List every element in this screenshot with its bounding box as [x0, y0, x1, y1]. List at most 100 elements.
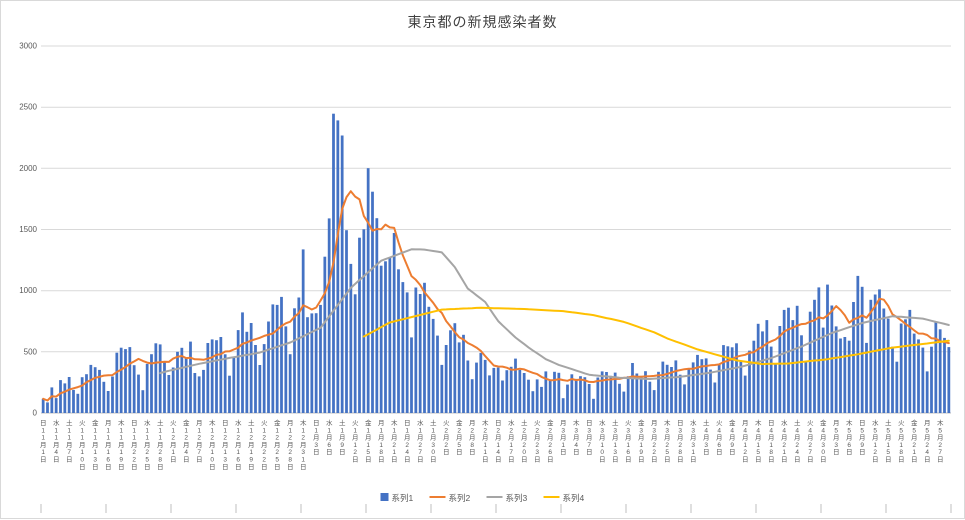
- bar: [787, 307, 790, 413]
- bar: [98, 369, 101, 413]
- bar: [163, 361, 166, 413]
- bar-series-系列1[interactable]: [41, 113, 951, 414]
- bar: [475, 362, 478, 413]
- bar: [340, 135, 344, 413]
- bar: [657, 371, 660, 413]
- bar: [557, 372, 561, 413]
- y-tick-label: 500: [24, 347, 38, 356]
- bar: [496, 367, 500, 413]
- bar: [891, 346, 894, 413]
- bar: [722, 345, 725, 413]
- bar: [180, 347, 184, 413]
- line-series-系列2[interactable]: [42, 190, 950, 402]
- bar: [410, 337, 413, 413]
- bar: [128, 347, 132, 413]
- legend-item-系列3[interactable]: 系列3: [486, 493, 528, 503]
- bar: [388, 257, 392, 413]
- bar: [46, 402, 49, 413]
- bar: [947, 347, 951, 413]
- bar: [189, 341, 192, 413]
- bar: [717, 364, 721, 413]
- bar: [314, 313, 318, 413]
- x-axis-labels: 日 1 1 月 1 日水 1 1 月 4 日土 1 1 月 7 日火 1 1 月 1 0 日金 1 1 月 1 3 日月 1 1 月 1 6 日木…: [40, 418, 944, 471]
- bar: [613, 372, 617, 413]
- y-tick-label: 0: [33, 409, 38, 418]
- bar: [392, 233, 396, 413]
- bar: [418, 294, 422, 413]
- bar: [150, 354, 153, 413]
- bar: [899, 323, 903, 413]
- bar: [423, 282, 426, 413]
- legend-label: 系列2: [449, 493, 471, 503]
- bar: [85, 374, 88, 413]
- bar: [626, 376, 630, 413]
- bar: [847, 340, 851, 413]
- line-series-系列3[interactable]: [159, 248, 950, 380]
- bar: [730, 347, 734, 413]
- bar: [59, 380, 62, 413]
- bar: [774, 363, 777, 413]
- bar: [839, 338, 842, 413]
- bar: [210, 339, 214, 413]
- bar: [288, 354, 292, 413]
- legend-marker-bar: [380, 493, 389, 501]
- line-series-系列4[interactable]: [362, 306, 950, 366]
- legend-item-系列1[interactable]: 系列1: [380, 493, 414, 503]
- bottom-axis-ticks: [40, 504, 952, 513]
- bar: [778, 326, 782, 413]
- bar: [254, 345, 257, 413]
- chart-title[interactable]: 東京都の新規感染者数: [407, 14, 558, 30]
- bar: [457, 342, 461, 413]
- y-tick-label: 2500: [19, 103, 37, 112]
- bar: [596, 377, 600, 413]
- bar: [843, 337, 847, 413]
- bar: [726, 346, 730, 413]
- legend-marker-line: [486, 496, 503, 498]
- bar: [583, 377, 587, 413]
- bar: [323, 256, 327, 413]
- bar: [548, 380, 552, 413]
- bar: [600, 371, 604, 413]
- bar: [280, 296, 283, 413]
- legend-marker-line: [429, 496, 446, 498]
- bar: [735, 343, 738, 413]
- bar: [440, 364, 444, 413]
- bar: [934, 322, 938, 413]
- bar: [414, 287, 418, 413]
- y-tick-label: 1500: [19, 225, 37, 234]
- bar: [275, 304, 279, 413]
- bar: [124, 349, 127, 413]
- bar: [622, 391, 626, 413]
- legend-item-系列4[interactable]: 系列4: [543, 493, 585, 503]
- y-tick-label: 1000: [19, 286, 37, 295]
- bar: [570, 374, 574, 413]
- bar: [102, 381, 106, 413]
- bar: [184, 358, 188, 413]
- bar: [206, 343, 210, 413]
- bar: [574, 378, 578, 413]
- bar: [509, 366, 513, 413]
- bar: [943, 337, 946, 413]
- bar: [652, 390, 656, 413]
- bar: [132, 365, 136, 413]
- legend-item-系列2[interactable]: 系列2: [429, 493, 471, 503]
- bar: [544, 371, 548, 413]
